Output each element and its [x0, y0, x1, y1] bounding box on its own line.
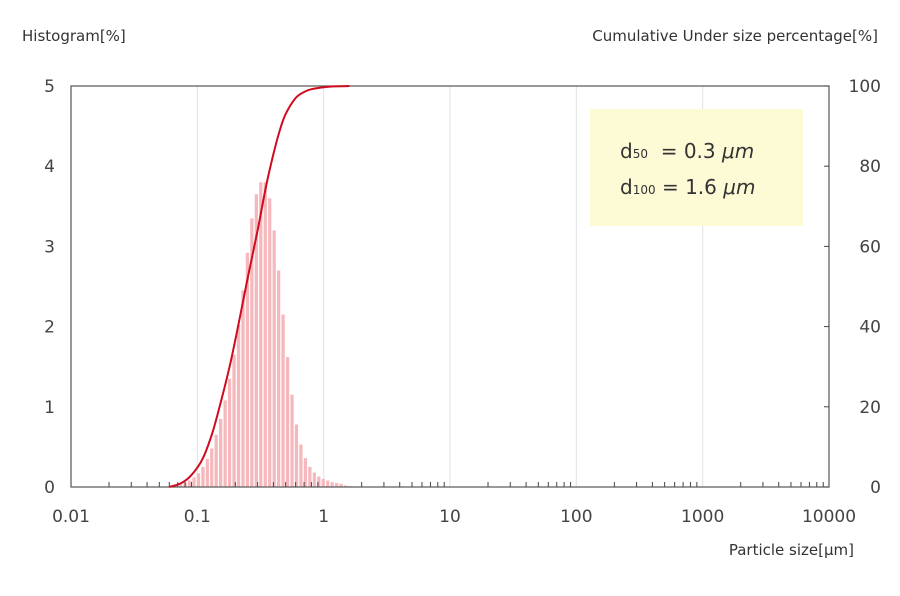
histogram-bar	[205, 458, 209, 487]
histogram-bar	[196, 473, 201, 487]
histogram-bar	[219, 418, 223, 487]
histogram-bar	[312, 472, 316, 487]
histogram-bar	[285, 357, 290, 487]
d50-unit: μm	[721, 139, 755, 163]
y-left-tick-labels: 0 1 2 3 4 5	[44, 77, 55, 498]
y-right-tick-label: 40	[859, 318, 881, 338]
histogram-bar	[277, 270, 281, 487]
y-left-tick-label: 0	[44, 478, 55, 498]
d50-value: = 0.3	[647, 139, 722, 163]
x-tick-label: 1000	[681, 507, 724, 527]
x-tick-labels: 0.01 0.1 1 10 100 1000 10000	[52, 507, 856, 527]
y-right-tick-labels: 0 20 40 60 80 100	[849, 77, 881, 498]
statistics-annotation: d50 = 0.3 μm d100 = 1.6 μm	[590, 109, 803, 226]
histogram-bar	[259, 182, 263, 488]
histogram-bar	[281, 314, 285, 487]
x-axis-title: Particle size[μm]	[728, 541, 854, 559]
cumulative-line	[168, 85, 350, 488]
histogram-bar	[245, 252, 250, 487]
d50-symbol: d	[620, 139, 633, 163]
histogram-bar	[272, 230, 276, 488]
histogram-bar	[294, 424, 299, 487]
histogram-bar	[308, 466, 312, 487]
d100-subscript: 100	[632, 183, 656, 197]
histogram-bar	[223, 400, 227, 487]
histogram-bar	[201, 466, 205, 487]
y-right-axis-title: Cumulative Under size percentage[%]	[592, 27, 878, 45]
y-right-tick-label: 80	[859, 157, 881, 177]
histogram-bar	[210, 448, 214, 487]
histogram-bar	[321, 478, 325, 487]
histogram-bar	[227, 378, 232, 487]
x-tick-label: 1	[318, 507, 329, 527]
d100-unit: μm	[723, 175, 756, 199]
histogram-bar	[335, 482, 339, 487]
y-right-tick-label: 60	[859, 237, 881, 257]
y-right-tick-label: 100	[849, 77, 881, 97]
histogram-bar	[250, 218, 254, 487]
y-left-tick-label: 5	[44, 77, 55, 97]
plot-border	[70, 85, 830, 488]
histogram-bar	[299, 444, 303, 487]
y-left-axis-title: Histogram[%]	[22, 27, 126, 45]
histogram-bar	[303, 458, 308, 487]
histogram-bars	[174, 182, 352, 488]
histogram-bar	[236, 324, 241, 487]
y-left-tick-label: 4	[44, 157, 55, 177]
histogram-bar	[339, 483, 343, 487]
histogram-bar	[192, 477, 196, 487]
histogram-bar	[254, 194, 258, 487]
minor-ticks	[108, 85, 829, 488]
x-tick-label: 0.01	[52, 507, 90, 527]
histogram-bar	[317, 476, 321, 487]
histogram-bar	[343, 485, 348, 487]
plot-frame	[70, 85, 830, 488]
histogram-bar	[263, 182, 267, 488]
histogram-bar	[268, 198, 272, 487]
cumulative-curve	[168, 85, 350, 488]
x-tick-label: 100	[560, 507, 592, 527]
histogram-bar	[326, 480, 330, 487]
histogram-bar	[330, 482, 334, 487]
d50-subscript: 50	[632, 147, 648, 161]
d100-symbol: d	[620, 175, 633, 199]
histogram-bar	[214, 434, 218, 487]
y-right-tick-label: 20	[859, 398, 881, 418]
histogram-bar	[290, 394, 294, 487]
x-tick-label: 0.1	[184, 507, 211, 527]
histogram-bar	[232, 354, 236, 487]
y-right-tick-label: 0	[870, 478, 881, 498]
x-tick-label: 10	[439, 507, 461, 527]
y-left-tick-label: 3	[44, 237, 55, 257]
histogram-bar	[179, 484, 183, 487]
d100-value: = 1.6	[655, 175, 724, 199]
d100-line: d100 = 1.6 μm	[620, 169, 803, 205]
x-tick-label: 10000	[802, 507, 856, 527]
y-left-tick-label: 2	[44, 318, 55, 338]
y-left-tick-label: 1	[44, 398, 55, 418]
histogram-bar	[241, 290, 245, 487]
histogram-bar	[187, 480, 192, 487]
d50-line: d50 = 0.3 μm	[620, 133, 803, 169]
